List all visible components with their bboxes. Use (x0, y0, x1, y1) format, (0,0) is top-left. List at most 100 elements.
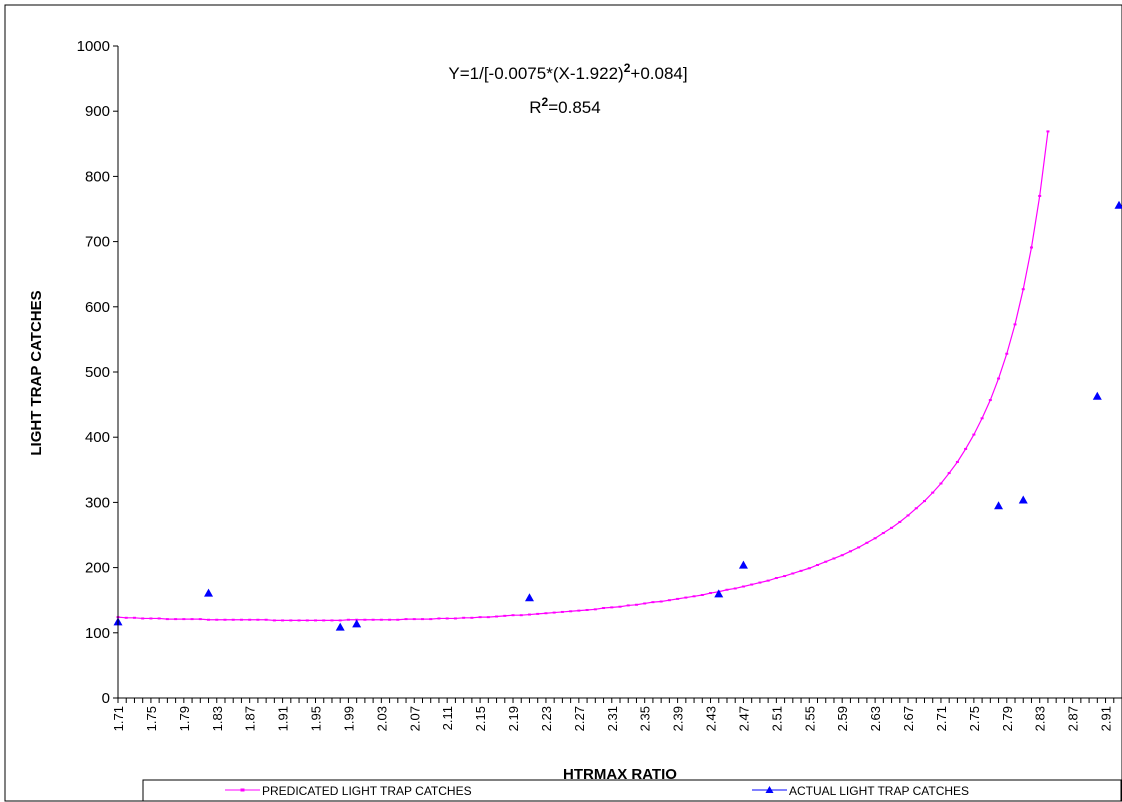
predicted-point (709, 592, 713, 595)
equation-prefix: Y=1/[-0.0075*(X-1.922) (448, 64, 623, 83)
predicted-point (305, 619, 309, 622)
predicted-point (215, 618, 219, 621)
x-tick-label: 2.63 (868, 706, 883, 731)
predicted-point (141, 617, 145, 620)
predicted-point (618, 605, 622, 608)
predicted-point (124, 616, 128, 619)
predicted-point (527, 613, 531, 616)
predicted-point (1013, 323, 1017, 326)
predicted-point (165, 618, 169, 621)
x-tick-label: 2.59 (835, 706, 850, 731)
predicted-point (692, 595, 696, 598)
actual-point (714, 589, 724, 598)
predicted-point (198, 618, 202, 621)
predicted-point (248, 618, 252, 621)
x-tick-label: 2.31 (605, 706, 620, 731)
x-tick-label: 2.35 (638, 706, 653, 731)
actual-point (994, 501, 1004, 510)
y-tick-label: 0 (102, 690, 110, 707)
predicted-point (733, 587, 737, 590)
x-tick-label: 2.23 (539, 706, 554, 731)
x-tick-label: 2.07 (407, 706, 422, 731)
predicted-point (503, 614, 507, 617)
x-tick-label: 2.87 (1066, 706, 1081, 731)
predicted-point (898, 520, 902, 523)
x-tick-label: 2.67 (901, 706, 916, 731)
equation-annotation: Y=1/[-0.0075*(X-1.922)2+0.084] R2=0.854 (448, 61, 687, 117)
r-squared-exponent: 2 (542, 95, 549, 109)
predicted-point (832, 557, 836, 560)
predicted-point (511, 614, 515, 617)
predicted-point (470, 616, 474, 619)
predicted-point (610, 606, 614, 609)
equation-suffix: +0.084] (630, 64, 687, 83)
predicted-point (947, 472, 951, 475)
predicted-point (544, 612, 548, 615)
predicted-point (634, 603, 638, 606)
predicted-point (190, 618, 194, 621)
predicted-point (256, 618, 260, 621)
predicted-point (272, 619, 276, 622)
legend-box (142, 779, 1122, 802)
predicted-point (552, 611, 556, 614)
x-tick-label: 2.03 (374, 706, 389, 731)
predicted-point (741, 585, 745, 588)
y-tick-label: 900 (85, 103, 110, 120)
predicted-point (997, 377, 1001, 380)
legend-marker-actual (765, 786, 774, 793)
x-tick-label: 2.55 (802, 706, 817, 731)
predicted-point (865, 541, 869, 544)
predicted-point (890, 526, 894, 529)
actual-point (335, 622, 345, 631)
predicted-point (519, 614, 523, 617)
predicted-point (684, 596, 688, 599)
predicted-point (964, 447, 968, 450)
predicted-point (1038, 194, 1042, 197)
predicted-point (585, 608, 589, 611)
predicted-point (429, 618, 433, 621)
predicted-point (314, 619, 318, 622)
y-tick-label: 600 (85, 299, 110, 316)
predicted-point (157, 617, 161, 620)
r-squared-suffix: =0.854 (548, 98, 600, 117)
predicted-point (593, 608, 597, 611)
predicted-point (420, 618, 424, 621)
predicted-point (914, 507, 918, 510)
actual-point (1114, 200, 1122, 209)
predicted-point (412, 618, 416, 621)
predicted-point (478, 616, 482, 619)
actual-point (738, 560, 748, 569)
actual-point (352, 619, 362, 628)
predicted-point (149, 617, 153, 620)
predicted-point (659, 600, 663, 603)
predicted-point (231, 618, 235, 621)
y-tick-label: 700 (85, 234, 110, 251)
legend-item-predicted: PREDICATED LIGHT TRAP CATCHES (225, 784, 472, 798)
predicted-point (239, 618, 243, 621)
actual-point (1018, 495, 1028, 504)
predicted-point (955, 460, 959, 463)
predicted-point (297, 619, 301, 622)
x-axis-ticks: 1.71 1.75 1.79 1.83 1.87 1.91 1.95 1.99 2.03 2.07… (111, 698, 1122, 731)
x-tick-label: 2.19 (506, 706, 521, 731)
predicted-point (330, 619, 334, 622)
y-axis-title: LIGHT TRAP CATCHES (28, 290, 45, 455)
predicted-point (1029, 246, 1033, 249)
predicted-point (462, 616, 466, 619)
predicted-point (873, 537, 877, 540)
predicted-point (486, 616, 490, 619)
x-tick-label: 2.75 (967, 706, 982, 731)
predicted-point (132, 616, 136, 619)
x-tick-label: 2.83 (1033, 706, 1048, 731)
legend-marker-predicted (240, 788, 245, 792)
predicted-point (577, 609, 581, 612)
predicted-point (602, 607, 606, 610)
predicted-point (379, 618, 383, 621)
predicted-point (363, 618, 367, 621)
predicted-point (939, 482, 943, 485)
x-tick-label: 2.27 (572, 706, 587, 731)
x-tick-label: 2.11 (440, 706, 455, 730)
predicted-point (758, 581, 762, 584)
predicted-point (922, 500, 926, 503)
